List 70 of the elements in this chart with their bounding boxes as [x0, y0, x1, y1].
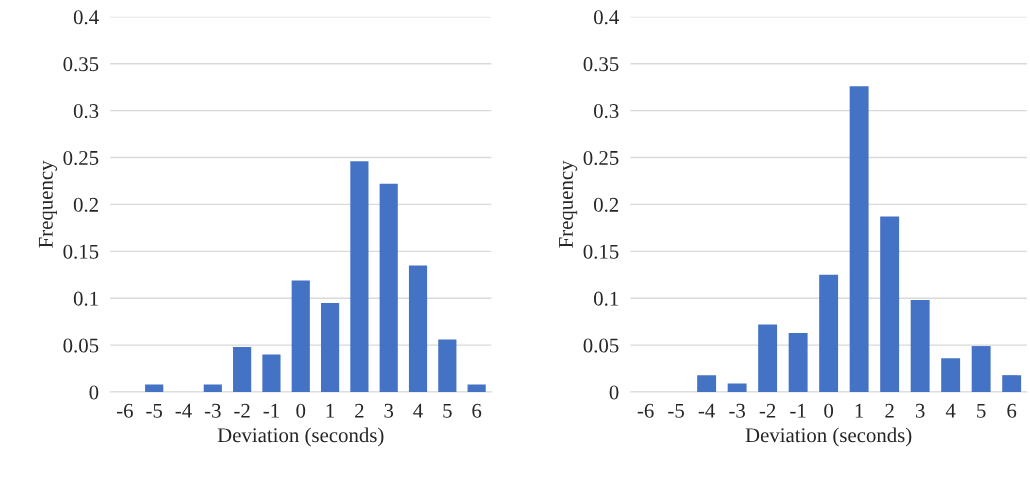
x-tick-label: 2	[355, 403, 364, 418]
x-axis-title: Deviation (seconds)	[217, 427, 384, 447]
bar	[291, 280, 310, 393]
bar	[233, 346, 252, 393]
x-tick-label: -6	[637, 403, 654, 418]
y-tick-label: 0.15	[63, 244, 99, 259]
bar	[203, 384, 222, 393]
x-tick-label: -1	[263, 403, 279, 418]
x-tick-label: 6	[472, 403, 482, 418]
y-tick-label: 0.05	[583, 338, 619, 353]
x-tick-label: -4	[698, 403, 715, 418]
bar	[408, 265, 428, 393]
x-tick-label: 6	[1007, 403, 1017, 418]
x-tick-label: 0	[824, 403, 834, 418]
bar	[941, 358, 961, 393]
y-tick-label: 0	[609, 385, 619, 400]
y-tick-label: 0.2	[594, 197, 619, 212]
y-tick-label: 0.4	[73, 10, 99, 25]
bar	[758, 324, 778, 393]
x-tick-label: 5	[977, 403, 986, 418]
x-tick-label: -3	[204, 403, 221, 418]
bar	[727, 383, 747, 393]
y-axis-title: Frequency	[559, 160, 578, 248]
x-tick-label: 3	[915, 403, 925, 418]
bar	[145, 384, 164, 393]
x-axis-title: Deviation (seconds)	[745, 427, 912, 447]
x-tick-label: 1	[855, 403, 864, 418]
x-tick-label: 1	[326, 403, 335, 418]
bar	[320, 302, 340, 393]
y-tick-label: 0.35	[63, 57, 99, 72]
y-tick-label: 0.4	[594, 10, 619, 25]
bar	[849, 86, 869, 393]
x-tick-label: 2	[885, 403, 894, 418]
x-tick-label: -5	[146, 403, 163, 418]
bar	[788, 332, 808, 393]
bar	[697, 375, 717, 393]
x-tick-label: -5	[668, 403, 684, 418]
bar	[379, 183, 398, 393]
x-tick-label: 4	[945, 403, 956, 418]
x-tick-label: 5	[443, 403, 452, 418]
y-tick-label: 0.25	[583, 150, 619, 166]
y-tick-label: 0.05	[63, 338, 99, 353]
bar	[1002, 375, 1022, 393]
y-axis-title: Frequency	[38, 160, 58, 248]
y-tick-label: 0.15	[583, 244, 619, 259]
bar	[350, 161, 369, 393]
y-tick-label: 0.25	[63, 150, 99, 166]
bar	[467, 384, 486, 393]
y-tick-label: 0.3	[73, 104, 99, 119]
y-tick-label: 0.3	[594, 104, 619, 119]
x-tick-label: 0	[296, 403, 306, 418]
x-tick-label: -2	[759, 403, 776, 418]
y-tick-label: 0	[89, 385, 99, 400]
bar	[880, 216, 900, 393]
bar	[262, 354, 281, 393]
x-tick-label: -6	[116, 403, 133, 418]
bar	[819, 274, 839, 393]
x-tick-label: -2	[234, 403, 250, 418]
bar	[910, 300, 930, 393]
bar	[438, 339, 457, 393]
y-tick-label: 0.1	[73, 291, 98, 306]
x-tick-label: 4	[413, 403, 423, 418]
x-tick-label: -4	[175, 403, 192, 418]
y-tick-label: 0.2	[73, 197, 98, 212]
y-tick-label: 0.1	[594, 291, 618, 306]
x-tick-label: 3	[384, 403, 394, 418]
bar	[971, 346, 991, 393]
y-tick-label: 0.35	[583, 57, 619, 72]
x-tick-label: -3	[729, 403, 745, 418]
x-tick-label: -1	[790, 403, 806, 418]
